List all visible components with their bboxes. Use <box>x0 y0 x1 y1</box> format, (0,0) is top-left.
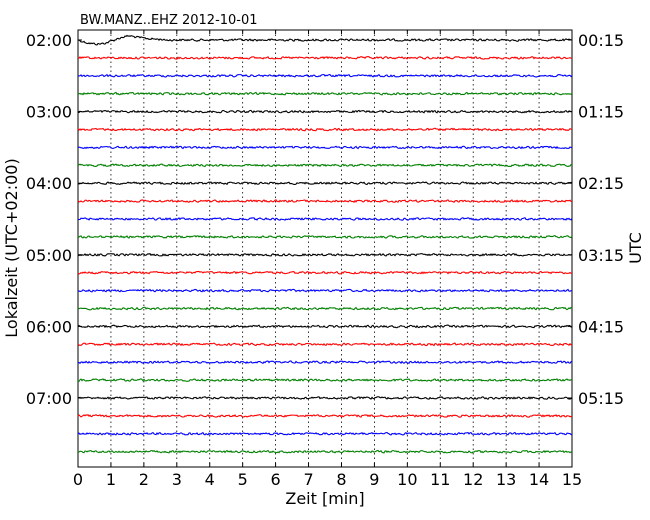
plot-frame <box>77 29 573 468</box>
trace-row-13 <box>77 252 573 257</box>
y-tick-label-right: 01:15 <box>578 103 624 122</box>
y-axis-label-left: Lokalzeit (UTC+02:00) <box>2 158 21 337</box>
y-tick-label-left: 03:00 <box>26 103 72 122</box>
x-tick-label: 12 <box>463 470 483 489</box>
trace-row-17 <box>77 324 573 329</box>
trace-row-3 <box>77 73 573 78</box>
x-axis-label: Zeit [min] <box>285 489 364 508</box>
x-tick-label: 15 <box>562 470 582 489</box>
x-tick-label: 5 <box>238 470 248 489</box>
y-tick-label-right: 03:15 <box>578 246 624 265</box>
trace-row-15 <box>77 288 573 293</box>
chart-title: BW.MANZ..EHZ 2012-10-01 <box>80 13 258 28</box>
trace-row-14 <box>77 270 573 275</box>
x-tick-label: 3 <box>172 470 182 489</box>
trace-row-22 <box>77 414 573 418</box>
trace-row-18 <box>77 342 573 347</box>
x-tick-label: 9 <box>369 470 379 489</box>
x-tick-label: 14 <box>529 470 549 489</box>
y-tick-label-left: 04:00 <box>26 174 72 193</box>
y-tick-label-right: 00:15 <box>578 31 624 50</box>
x-tick-label: 11 <box>430 470 450 489</box>
grid-lines <box>110 30 540 467</box>
trace-row-11 <box>77 217 573 221</box>
trace-row-19 <box>77 360 573 365</box>
trace-row-5 <box>77 109 573 114</box>
y-tick-label-right: 04:15 <box>578 317 624 336</box>
x-tick-label: 4 <box>205 470 215 489</box>
x-tick-label: 6 <box>271 470 281 489</box>
trace-row-1 <box>77 34 573 46</box>
trace-row-10 <box>77 199 573 203</box>
trace-row-7 <box>77 145 573 150</box>
y-tick-label-left: 05:00 <box>26 246 72 265</box>
x-tick-label: 2 <box>139 470 149 489</box>
x-tick-label: 0 <box>73 470 83 489</box>
trace-row-24 <box>77 449 573 454</box>
trace-row-4 <box>77 91 573 96</box>
y-tick-label-left: 07:00 <box>26 389 72 408</box>
trace-row-8 <box>77 163 573 168</box>
y-tick-label-left: 06:00 <box>26 317 72 336</box>
trace-row-6 <box>77 127 573 132</box>
trace-row-23 <box>77 431 573 436</box>
trace-row-20 <box>77 378 573 382</box>
trace-row-12 <box>77 235 573 239</box>
x-tick-label: 8 <box>336 470 346 489</box>
y-tick-label-right: 02:15 <box>578 174 624 193</box>
x-tick-label: 1 <box>106 470 116 489</box>
seismic-traces <box>77 34 573 454</box>
trace-row-16 <box>77 306 573 311</box>
y-tick-label-right: 05:15 <box>578 389 624 408</box>
trace-row-9 <box>77 181 573 186</box>
trace-row-21 <box>77 396 573 400</box>
x-tick-label: 13 <box>496 470 516 489</box>
x-tick-label: 10 <box>397 470 417 489</box>
y-tick-label-left: 02:00 <box>26 31 72 50</box>
trace-row-2 <box>77 56 573 60</box>
x-tick-label: 7 <box>303 470 313 489</box>
y-axis-label-right: UTC <box>626 232 645 264</box>
axis-ticks: 0 1 2 3 4 5 6 7 8 9 10 11 12 13 14 1502:0003:0004:0005:… <box>26 30 624 489</box>
